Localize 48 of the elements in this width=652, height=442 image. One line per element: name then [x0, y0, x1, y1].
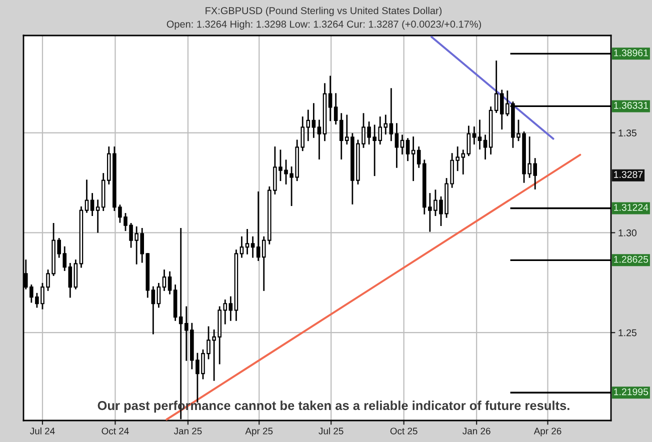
- candlestick: [156, 282, 161, 308]
- candlestick: [334, 93, 338, 125]
- ref-line-label: 1.28625: [614, 256, 648, 263]
- chart-title: FX:GBPUSD (Pound Sterling vs United States Dollar): [206, 6, 442, 16]
- x-tick-label: Jan 26: [462, 428, 490, 434]
- candlestick: [90, 193, 94, 216]
- candlestick: [162, 270, 166, 291]
- x-tick-label: Oct 25: [390, 428, 418, 434]
- candlestick: [240, 236, 244, 258]
- y-tick-label: 1.35: [618, 130, 636, 136]
- candlestick: [306, 110, 310, 142]
- x-tick-label: Jul 24: [30, 427, 55, 434]
- annotation: 1.3287: [614, 171, 643, 178]
- candlestick: [494, 60, 498, 113]
- candlestick: [250, 236, 255, 258]
- y-tick-label: 1.30: [618, 229, 636, 236]
- candlestick: [256, 191, 260, 261]
- candlestick: [151, 286, 156, 334]
- candlestick: [317, 120, 322, 160]
- candlestick: [328, 76, 332, 122]
- ref-line-label: 1.36331: [614, 102, 648, 109]
- ref-line-label: 1.31224: [614, 204, 648, 211]
- x-tick-label: Apr 25: [245, 428, 273, 436]
- candlestick: [478, 120, 482, 150]
- candlestick: [400, 134, 404, 154]
- candlestick: [96, 200, 100, 233]
- candlestick: [472, 126, 476, 144]
- x-tick-label: Oct 24: [102, 428, 129, 434]
- ref-line-label: 1.38961: [614, 49, 648, 56]
- candlestick: [394, 123, 399, 168]
- ref-line-label: 1.21995: [614, 388, 648, 396]
- candlestick: [68, 262, 72, 298]
- y-tick-label: 1.25: [618, 329, 636, 336]
- candlestick: [228, 296, 233, 321]
- candlestick: [411, 136, 416, 182]
- candlestick: [74, 260, 78, 290]
- candlestick: [168, 271, 172, 294]
- x-tick-label: Apr 26: [534, 428, 562, 436]
- candlestick: [84, 180, 89, 213]
- x-tick-label: Jan 25: [174, 428, 202, 434]
- chart-subtitle: Open: 1.3264 High: 1.3298 Low: 1.3264 Cur: 1.3287 (+0.0023/+0.17%): [166, 20, 482, 30]
- candlestick: [312, 103, 316, 138]
- x-tick-label: Jul 25: [318, 427, 344, 434]
- candlestick: [483, 134, 488, 160]
- candlestick: [245, 229, 250, 254]
- candlestick: [466, 126, 471, 156]
- candlestick: [389, 88, 394, 142]
- candlestick: [406, 138, 410, 162]
